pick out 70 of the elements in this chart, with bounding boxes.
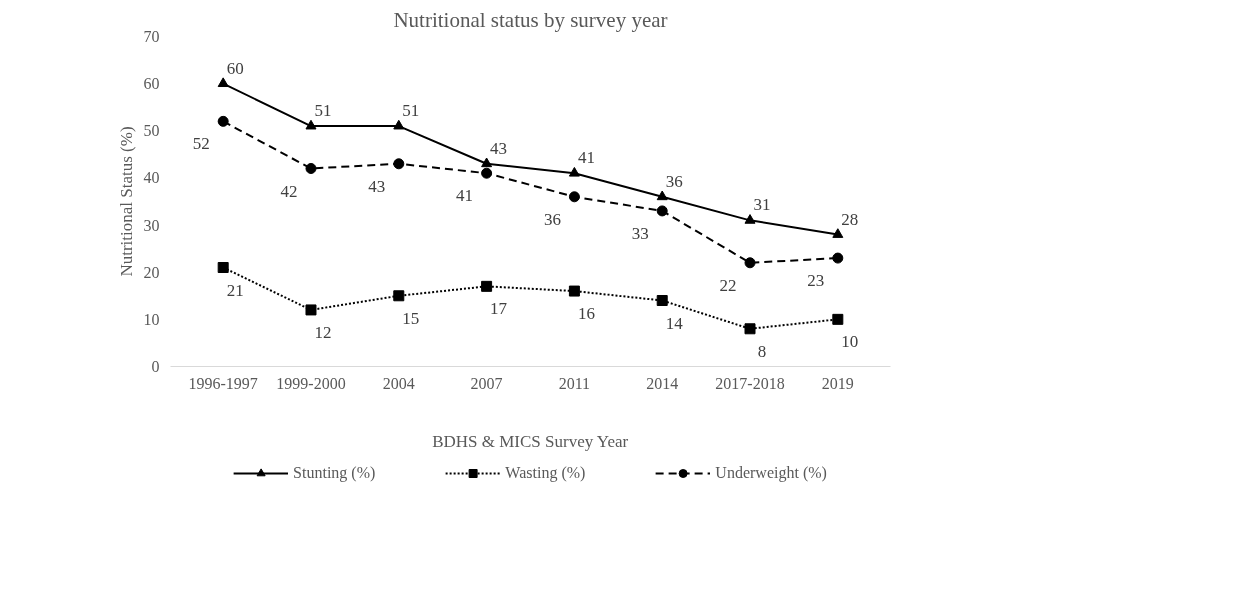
x-tick-label: 2019	[821, 374, 854, 392]
data-label: 15	[402, 308, 420, 328]
point	[305, 119, 317, 130]
point	[568, 166, 580, 177]
point	[393, 158, 405, 170]
point	[217, 77, 229, 88]
data-label: 36	[543, 209, 561, 229]
data-label: 21	[226, 280, 244, 300]
point	[656, 295, 668, 306]
data-label: 36	[665, 171, 683, 191]
data-label: 51	[402, 101, 420, 121]
point	[656, 190, 668, 201]
data-label: 31	[753, 195, 771, 215]
y-tick-label: 20	[143, 263, 160, 281]
y-tick-label: 50	[143, 122, 160, 140]
y-tick-label: 0	[151, 358, 160, 375]
point	[832, 252, 844, 264]
chart-title: Nutritional status by survey year	[393, 7, 668, 32]
point	[393, 290, 405, 302]
data-label: 41	[456, 186, 474, 206]
y-tick-label: 40	[143, 169, 160, 187]
point	[217, 115, 229, 127]
data-label: 10	[841, 332, 859, 352]
legend-label: Wasting (%)	[505, 464, 586, 482]
point	[481, 157, 493, 168]
data-label: 17	[490, 299, 508, 319]
point	[656, 205, 668, 217]
point	[832, 228, 844, 238]
point	[744, 257, 756, 269]
data-label: 43	[368, 176, 386, 196]
data-label: 16	[577, 304, 595, 324]
x-tick-label: 1996-1997	[188, 374, 258, 392]
x-axis-title: BDHS & MICS Survey Year	[432, 431, 629, 451]
data-label: 23	[807, 271, 825, 291]
point	[481, 280, 493, 292]
point	[568, 191, 580, 203]
data-label: 43	[490, 138, 508, 158]
y-tick-label: 10	[143, 310, 160, 328]
legend-label: Stunting (%)	[293, 464, 376, 482]
point	[568, 285, 580, 297]
data-label: 60	[226, 58, 244, 78]
point	[481, 167, 493, 179]
x-tick-label: 2004	[382, 374, 415, 392]
data-label: 14	[665, 313, 684, 333]
point	[744, 214, 756, 224]
point	[217, 262, 229, 273]
point	[744, 323, 756, 335]
point	[305, 304, 317, 316]
x-tick-label: 2007	[470, 374, 503, 392]
y-tick-label: 60	[143, 75, 160, 93]
data-label: 28	[841, 209, 859, 229]
data-label: 42	[280, 181, 298, 201]
legend-label: Underweight (%)	[715, 464, 827, 482]
y-tick-label: 30	[143, 216, 160, 234]
point	[305, 163, 317, 174]
point	[393, 119, 405, 130]
x-tick-label: 2014	[646, 374, 679, 392]
x-tick-label: 1999-2000	[276, 374, 346, 392]
x-tick-label: 2011	[558, 374, 591, 392]
data-label: 22	[719, 275, 737, 295]
data-label: 12	[314, 322, 332, 342]
y-tick-label: 70	[143, 28, 160, 45]
data-label: 33	[631, 223, 649, 243]
data-label: 8	[757, 341, 767, 361]
data-label: 41	[577, 148, 595, 168]
x-tick-label: 2017-2018	[715, 374, 785, 392]
point	[832, 313, 844, 325]
y-axis-title: Nutritional Status (%)	[116, 126, 136, 277]
data-label: 52	[192, 134, 210, 154]
data-label: 51	[314, 101, 332, 121]
